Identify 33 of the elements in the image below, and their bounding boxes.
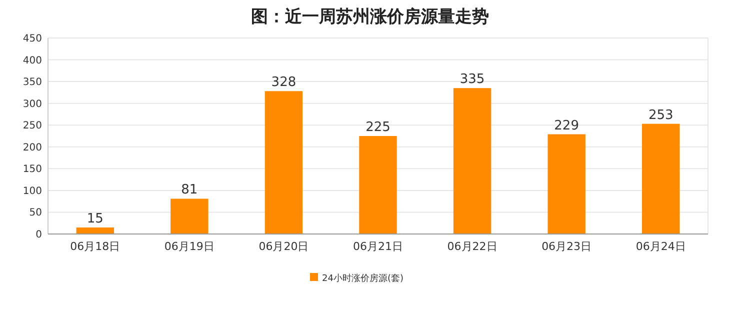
data-label: 253 xyxy=(648,108,674,123)
y-tick-label: 100 xyxy=(22,186,42,197)
y-tick-label: 0 xyxy=(36,230,42,240)
y-tick-label: 150 xyxy=(22,164,42,176)
bar xyxy=(453,88,492,234)
y-tick-label: 300 xyxy=(22,98,42,110)
bar xyxy=(170,198,208,234)
bar xyxy=(548,134,586,234)
bar xyxy=(76,227,114,234)
x-tick-label: 06月19日 xyxy=(164,240,214,253)
chart-title: 图：近一周苏州涨价房源量走势 xyxy=(251,7,489,27)
legend-label: 24小时涨价房源(套) xyxy=(322,273,404,284)
x-tick-label: 06月18日 xyxy=(70,240,120,253)
x-tick-label: 06月24日 xyxy=(636,240,686,253)
data-label: 335 xyxy=(460,72,485,88)
y-tick-label: 250 xyxy=(22,120,42,132)
x-tick-label: 06月21日 xyxy=(353,240,403,253)
y-tick-label: 350 xyxy=(22,77,42,88)
data-label: 15 xyxy=(86,211,104,226)
y-tick-label: 50 xyxy=(29,208,42,219)
x-tick-label: 06月20日 xyxy=(258,240,309,253)
y-tick-label: 450 xyxy=(22,34,42,44)
bar xyxy=(359,136,397,234)
y-tick-label: 200 xyxy=(22,142,42,154)
data-label: 328 xyxy=(271,75,296,90)
bar xyxy=(264,91,303,234)
x-tick-label: 06月22日 xyxy=(447,240,498,253)
x-tick-label: 06月23日 xyxy=(542,240,592,253)
data-label: 225 xyxy=(366,120,390,135)
data-label: 81 xyxy=(181,182,198,198)
data-label: 229 xyxy=(554,118,579,134)
y-tick-label: 400 xyxy=(22,55,42,66)
bar xyxy=(642,124,680,234)
